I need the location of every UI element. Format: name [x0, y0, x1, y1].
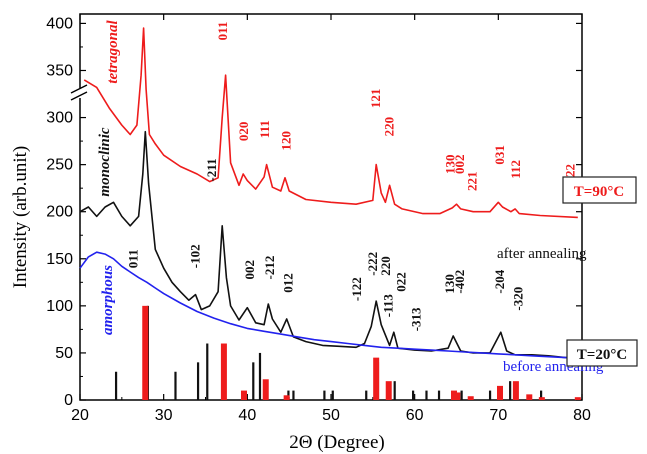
tetragonal-ref-bar [467, 396, 474, 400]
tetragonal-label: tetragonal [105, 19, 121, 83]
tetragonal-ref-bar [385, 381, 392, 400]
monoclinic-peak-label: -211 [204, 158, 219, 181]
monoclinic-peak-label: -320 [510, 287, 525, 311]
tetragonal-ref-bar [262, 379, 269, 400]
x-tick-label: 70 [489, 407, 507, 424]
monoclinic-peak-label: -102 [188, 244, 203, 268]
tetragonal-peak-label: 220 [382, 117, 397, 137]
tetragonal-peak-label: 020 [236, 122, 251, 142]
reference-bars [114, 305, 581, 400]
monoclinic-ref-bar [258, 352, 262, 400]
monoclinic-ref-bar [252, 362, 255, 400]
monoclinic-peak-label: 011 [126, 249, 141, 268]
monoclinic-peak-label: 022 [393, 272, 408, 292]
monoclinic-ref-bar [196, 362, 200, 400]
y-tick-label: 100 [46, 298, 73, 315]
monoclinic-ref-bar [174, 371, 177, 400]
tetragonal-ref-bar [450, 390, 457, 400]
t20-box-text: T=20°C [577, 347, 627, 363]
tetragonal-ref-bar [283, 395, 290, 400]
axis-break-gap [72, 88, 86, 99]
monoclinic-peak-label: -313 [408, 307, 423, 331]
monoclinic-peak-label: 002 [242, 260, 257, 280]
monoclinic-ref-bar [365, 390, 368, 400]
axis-break-mark [70, 91, 88, 101]
x-tick-label: 60 [406, 407, 424, 424]
y-tick-label: 50 [55, 345, 73, 362]
tetragonal-peak-label: 011 [215, 22, 230, 41]
tetragonal-ref-bar [142, 305, 149, 400]
tetragonal-ref-bar [220, 343, 227, 400]
tetragonal-ref-bar [373, 357, 380, 400]
y-tick-label: 250 [46, 157, 73, 174]
amorphous-label: amorphous [100, 265, 116, 335]
tetragonal-peak-label: 002 [452, 155, 467, 175]
tetragonal-ref-bar [538, 397, 545, 400]
monoclinic-peak-label: -113 [381, 294, 396, 318]
series-lines [79, 27, 583, 360]
x-tick-label: 80 [573, 407, 591, 424]
monoclinic-ref-bar [488, 390, 492, 400]
monoclinic-ref-bar [411, 390, 415, 400]
tetragonal-peak-label: 031 [492, 145, 507, 165]
monoclinic-ref-bar [540, 390, 543, 400]
monoclinic-ref-bar [425, 390, 428, 400]
tetragonal-ref-bar [574, 397, 581, 400]
tetragonal-peak-label: 111 [257, 120, 272, 138]
monoclinic-peak-label: -402 [452, 270, 467, 294]
tetragonal-peak-label: 112 [508, 160, 523, 179]
after-annealing-label: after annealing [497, 246, 587, 262]
x-axis-label: 2Θ (Degree) [289, 432, 384, 453]
y-tick-label: 300 [46, 110, 73, 127]
tetragonal-ref-bar [240, 390, 247, 400]
x-tick-label: 20 [71, 407, 89, 424]
peak-labels: 1100110201111201212201300022210311120220… [126, 22, 578, 332]
tetragonal-ref-bar [512, 381, 519, 400]
monoclinic-ref-bar [460, 390, 463, 400]
monoclinic-ref-bar [393, 381, 396, 400]
tetragonal-ref-bar [454, 392, 461, 400]
x-tick-label: 40 [238, 407, 256, 424]
monoclinic-peak-label: 012 [280, 273, 295, 293]
tetragonal-ref-bar [497, 385, 504, 400]
amorphous-series-line [79, 251, 583, 360]
monoclinic-peak-label: 220 [378, 256, 393, 276]
monoclinic-peak-label: -204 [492, 269, 507, 293]
t90-box-text: T=90°C [574, 184, 624, 200]
monoclinic-peak-label: -122 [349, 277, 364, 301]
monoclinic-ref-bar [509, 381, 512, 400]
x-tick-label: 50 [322, 407, 340, 424]
monoclinic-ref-bar [331, 390, 334, 400]
axis-break-mark [70, 84, 88, 94]
monoclinic-ref-bar [287, 390, 290, 400]
tetragonal-peak-label: 120 [279, 131, 294, 151]
monoclinic-ref-bar [323, 390, 326, 400]
monoclinic-peak-label: -212 [262, 256, 277, 280]
y-tick-label: 0 [64, 392, 73, 409]
t20-box: T=20°C [566, 339, 638, 367]
y-tick-label: 350 [46, 62, 73, 79]
monoclinic-ref-bar [292, 390, 295, 400]
t90-box: T=90°C [562, 176, 637, 204]
tetragonal-ref-bar [526, 394, 533, 400]
y-tick-label: 200 [46, 204, 73, 221]
tetragonal-peak-label: 121 [368, 89, 383, 109]
monoclinic-ref-bar [437, 390, 441, 400]
monoclinic-peak-label: 130 [442, 274, 457, 294]
y-axis-label: Intensity (arb.unit) [10, 146, 31, 288]
tetragonal-peak-label: 130 [443, 155, 458, 175]
axis-ticks: 20 30 40 50 60 70 80 0 50 100 150 200 250 300 350 400 [46, 14, 591, 424]
y-tick-label: 150 [46, 251, 73, 268]
monoclinic-peak-label: -222 [365, 252, 380, 276]
monoclinic-label: monoclinic [97, 127, 113, 197]
monoclinic-series-line [79, 130, 582, 359]
monoclinic-ref-bar [206, 343, 209, 400]
x-tick-label: 30 [155, 407, 173, 424]
tetragonal-series-line [83, 27, 578, 219]
monoclinic-ref-bar [114, 371, 118, 400]
tetragonal-peak-label: 221 [464, 172, 479, 192]
y-tick-label: 400 [46, 15, 73, 32]
